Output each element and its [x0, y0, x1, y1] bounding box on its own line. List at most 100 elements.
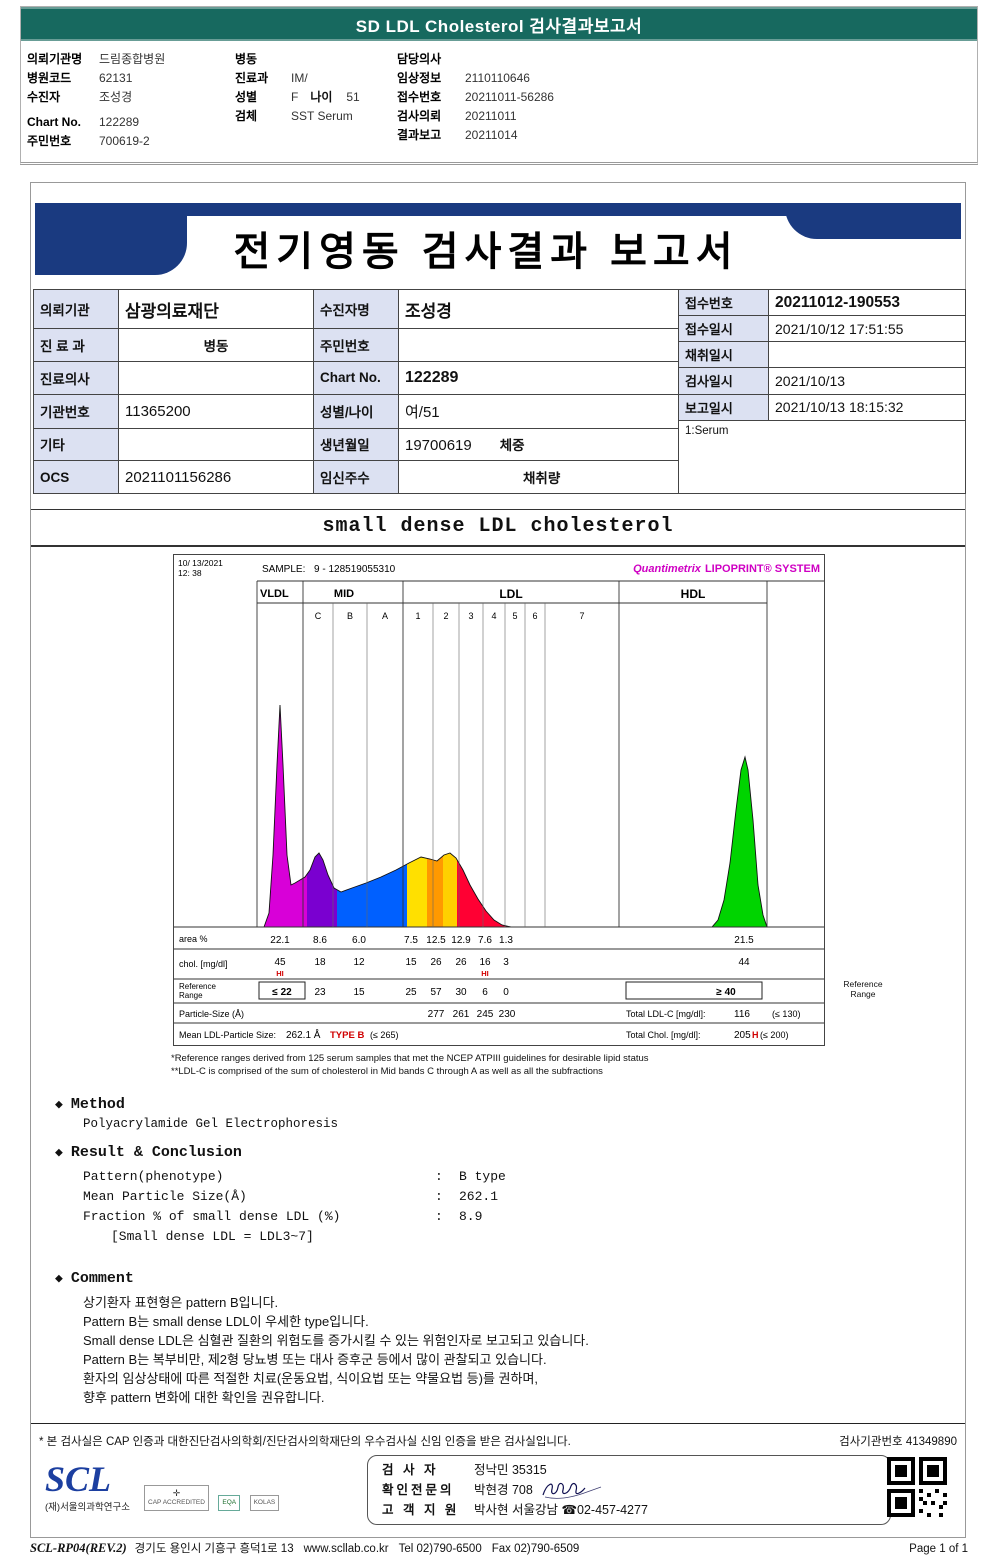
comment-line: 환자의 임상상태에 따른 적절한 치료(운동요법, 식이요법 또는 약물요법 등…	[83, 1371, 539, 1386]
comment-heading: ◆ Comment	[55, 1270, 134, 1287]
hi-flag-vldl: HI	[276, 969, 284, 978]
svg-text:(≤ 200): (≤ 200)	[760, 1030, 788, 1040]
cell-label: Chart No.	[313, 360, 399, 395]
cap-mark-icon: ✛	[172, 1488, 181, 1498]
lipoprint-chart-svg: 10/ 13/2021 12: 38 SAMPLE: 9 - 128519055…	[174, 558, 824, 1041]
field-ward: 병동	[235, 52, 258, 66]
cell-value: 2021101156286	[118, 460, 314, 494]
sub-band-labels: C B A 1 2 3 4 5 6 7	[315, 611, 585, 621]
cell-value	[118, 360, 314, 395]
svg-text:(≤ 265): (≤ 265)	[370, 1030, 398, 1040]
svg-text:15: 15	[405, 957, 417, 968]
densitometry-curve-outline	[263, 704, 768, 928]
cell-label: 기관번호	[33, 393, 119, 429]
banner-bar	[35, 203, 961, 216]
support-row: 고 객 지 원 박사현 서울강남 ☎02-457-4277	[382, 1503, 648, 1517]
cell-label: 기타	[33, 427, 119, 462]
cell-value	[768, 341, 966, 369]
comment-line: 상기환자 표현형은 pattern B입니다.	[83, 1295, 279, 1310]
footnote-2: **LDL-C is comprised of the sum of chole…	[171, 1066, 603, 1077]
svg-text:7: 7	[579, 611, 584, 621]
sublane-grid	[332, 603, 546, 927]
svg-text:18: 18	[314, 957, 326, 968]
cell-value: 19700619 체중	[398, 427, 679, 462]
result-row-labels: area % chol. [mg/dl] Reference Range Par…	[179, 934, 706, 1040]
cell-label: 진 료 과	[33, 328, 119, 362]
ref-high-box	[625, 981, 763, 1000]
banner-left-block	[35, 203, 187, 275]
svg-text:Total Chol. [mg/dl]:: Total Chol. [mg/dl]:	[626, 1030, 701, 1040]
svg-text:4: 4	[491, 611, 496, 621]
svg-text:Mean LDL-Particle Size:: Mean LDL-Particle Size:	[179, 1030, 276, 1040]
electrophoresis-banner: 전기영동 검사결과 보고서	[35, 203, 961, 275]
cell-value: 2021/10/12 17:51:55	[768, 315, 966, 343]
svg-text:(≤ 130): (≤ 130)	[772, 1009, 800, 1019]
result-item-pattern: Pattern(phenotype): B type	[83, 1169, 506, 1184]
phone: Tel 02)790-6500	[398, 1543, 482, 1555]
method-section: ◆ Method Polyacrylamide Gel Electrophores…	[55, 1095, 506, 1247]
svg-text:0: 0	[503, 987, 509, 998]
svg-text:2: 2	[443, 611, 448, 621]
comment-section: ◆ Comment 상기환자 표현형은 pattern B입니다. Pattern…	[55, 1269, 589, 1407]
cell-label: 수진자명	[313, 288, 399, 330]
examiner-row: 검 사 자 정낙민 35315	[382, 1463, 547, 1477]
chart-time: 12: 38	[178, 568, 202, 578]
type-b-flag: TYPE B	[330, 1030, 364, 1041]
svg-text:30: 30	[455, 987, 467, 998]
svg-text:12.9: 12.9	[451, 935, 471, 946]
sdldl-definition-note: [Small dense LDL = LDL3~7]	[111, 1229, 314, 1244]
area-values: 22.1 8.6 6.0 7.5 12.5 12.9 7.6 1.3 21.5	[270, 935, 754, 946]
lipoprint-chart: 10/ 13/2021 12: 38 SAMPLE: 9 - 128519055…	[173, 554, 825, 1046]
ref-values: ≤ 22 23 15 25 57 30 6 0 ≥ 40	[272, 987, 736, 998]
reviewer-row: 확인전문의 박현경 708	[382, 1480, 876, 1500]
svg-text:A: A	[382, 611, 388, 621]
field-chart-no: Chart No. 122289	[27, 114, 140, 129]
cell-label: 의뢰기관	[33, 288, 119, 330]
field-patient-name: 수진자 조성경	[27, 90, 133, 104]
hi-flag-ldl3: HI	[481, 969, 489, 978]
sample-value: 9 - 128519055310	[314, 564, 396, 575]
patient-info-col3: 담당의사 임상정보 2110110646 접수번호 20211011-56286 검…	[397, 49, 707, 150]
svg-text:chol. [mg/dl]: chol. [mg/dl]	[179, 959, 228, 969]
result-heading: ◆ Result & Conclusion	[55, 1144, 242, 1161]
cell-label: 검사일시	[678, 367, 769, 395]
comment-lines: 상기환자 표현형은 pattern B입니다. Pattern B는 small…	[83, 1293, 589, 1407]
method-heading: ◆ Method	[55, 1096, 125, 1113]
fax: Fax 02)790-6509	[491, 1543, 580, 1555]
staff-box: 검 사 자 정낙민 35315 확인전문의 박현경 708 고 객 지 원 박사…	[367, 1455, 891, 1525]
chart-date: 10/ 13/2021	[178, 558, 223, 568]
report-title-bar: SD LDL Cholesterol 검사결과보고서	[21, 7, 977, 41]
cell-label: 임신주수	[313, 460, 399, 494]
svg-text:Particle-Size (Å): Particle-Size (Å)	[179, 1009, 244, 1019]
particle-values: 277 261 245 230	[428, 1009, 516, 1020]
svg-text:21.5: 21.5	[734, 935, 754, 946]
svg-text:15: 15	[353, 987, 365, 998]
band-vldl-label: VLDL	[260, 588, 289, 600]
chart-footnotes: *Reference ranges derived from 125 serum…	[171, 1052, 649, 1078]
band-ldl-label: LDL	[499, 587, 522, 601]
field-order-date: 검사의뢰 20211011	[397, 108, 517, 124]
cell-label: 생년월일	[313, 427, 399, 462]
page-indicator: Page 1 of 1	[909, 1543, 968, 1555]
svg-text:7.6: 7.6	[478, 935, 492, 946]
banner-right-block	[785, 203, 961, 239]
cell-value	[118, 427, 314, 462]
svg-text:Reference: Reference	[179, 982, 216, 991]
document-number: SCL-RP04(REV.2)	[30, 1541, 127, 1555]
logo-block: SCL (재)서울의과학연구소 ✛ CAP ACCREDITED EQA KOLA…	[45, 1461, 284, 1513]
diamond-icon: ◆	[55, 1145, 63, 1160]
svg-text:8.6: 8.6	[313, 935, 327, 946]
sample-label: SAMPLE:	[262, 564, 305, 575]
svg-text:area %: area %	[179, 934, 208, 944]
svg-text:277: 277	[428, 1009, 445, 1020]
cell-value: 20211012-190553	[768, 288, 966, 317]
svg-text:5: 5	[512, 611, 517, 621]
svg-text:262.1 Å: 262.1 Å	[286, 1028, 321, 1041]
svg-text:230: 230	[499, 1009, 516, 1020]
chol-values: 45 18 12 15 26 26 16 3 44	[274, 957, 750, 968]
cap-accredited-logo: ✛ CAP ACCREDITED	[144, 1485, 209, 1511]
svg-text:16: 16	[479, 957, 491, 968]
svg-text:Range: Range	[179, 991, 203, 1000]
field-resident-no: 주민번호 700619-2	[27, 133, 150, 149]
